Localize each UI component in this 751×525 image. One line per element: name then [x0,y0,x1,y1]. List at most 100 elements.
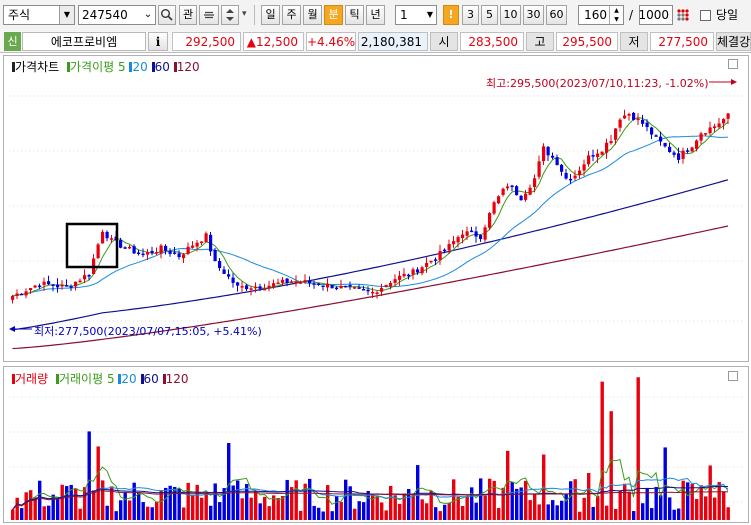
period-tab[interactable]: 년 [366,5,385,25]
volume-bar [42,506,46,520]
ma5-line [12,116,729,297]
candle [434,259,438,261]
volume-ma5-label: 5 [106,372,115,386]
candle [164,245,168,251]
volume-bar [128,500,132,520]
period-tab[interactable]: 분 [324,5,343,25]
volume-bar [348,486,352,520]
minute-button[interactable]: 30 [523,5,544,25]
candle [263,288,267,291]
volume-bar [654,486,658,520]
candle [582,164,586,171]
volume-bar [704,496,708,520]
period-tab[interactable]: 틱 [345,5,364,25]
panel-maximize-icon[interactable] [728,59,738,69]
minute-button[interactable]: 60 [546,5,567,25]
minute-button[interactable]: 3 [462,5,479,25]
candle [87,275,91,277]
gwan-label: 관 [182,8,194,21]
period-tab[interactable]: 월 [303,5,322,25]
more-icon[interactable]: ▾ [242,9,247,19]
info-button[interactable]: i [148,32,168,51]
volume-bar [195,484,199,520]
candle [663,142,667,147]
volume-bar [173,486,177,520]
volume-bar [672,509,676,520]
candle [317,283,321,285]
candle [708,127,712,134]
volume-bar [686,482,690,520]
candle [564,172,568,179]
period-tab[interactable]: 주 [282,5,301,25]
volume-chart[interactable] [4,367,748,522]
volume-bar [582,497,586,520]
volume-bar [537,504,541,520]
volume-bar [294,480,298,520]
volume-bar [326,485,330,520]
volume-bar [429,490,433,520]
code-dropdown-icon[interactable]: ⌄ [143,9,153,20]
candle [29,288,33,291]
period-tab[interactable]: 일 [261,5,280,25]
volume-bar [339,502,343,520]
volume-bar [573,479,577,520]
volume-bar [461,505,465,520]
volume-bar [236,480,240,520]
candle [168,250,172,254]
candle [623,115,627,119]
refresh-icon [204,11,214,19]
price-chart[interactable] [4,56,748,361]
minute-button[interactable]: 10 [500,5,521,25]
volume-bar [20,508,24,520]
candle [177,253,181,258]
legend-marker [55,374,59,384]
current-price: 292,500 [172,32,241,51]
volume-bar [668,497,672,520]
candle [456,237,460,243]
volume-bar [263,496,267,520]
candle [240,286,244,288]
volume-bar [389,485,393,520]
volume-bar [191,494,195,520]
grid-settings-icon[interactable] [675,7,691,23]
volume-bar [713,497,717,520]
minute-button[interactable]: 5 [481,5,498,25]
volume-bar [402,493,406,520]
candle [713,126,717,129]
chevron-down-icon[interactable]: ▼ [426,10,434,19]
volume-bar [605,505,609,520]
minute-marker-button[interactable]: ! [443,5,459,25]
volume-bar [690,484,694,520]
refresh-button[interactable] [199,5,219,25]
volume-bar [83,487,87,520]
market-select[interactable]: 주식 ▼ [3,5,75,25]
volume-ma120-label: 120 [165,372,189,386]
gwan-button[interactable]: 관 [179,5,197,25]
updown-button[interactable] [221,5,239,25]
candle [38,285,42,288]
high-label: 고 [526,32,554,51]
chevron-down-icon[interactable]: ▼ [59,6,74,24]
spinner-icon[interactable]: ▲ ▼ [609,6,623,24]
volume-bar [51,494,55,520]
candle [258,286,262,289]
panel-maximize-icon[interactable] [728,371,738,381]
volume-bar [74,488,78,520]
candle [726,113,730,119]
candle [182,254,186,259]
stock-name[interactable]: 에코프로비엠 [22,32,146,51]
code-field[interactable]: 247540 ⌄ [78,5,156,25]
interval-select[interactable]: 1 ▼ [395,5,437,25]
today-checkbox[interactable] [700,10,711,21]
volume-bar [330,511,334,520]
volume-bar [515,488,519,520]
volume-bar [375,495,379,520]
count-spinner[interactable]: 160 ▲ ▼ [578,5,624,25]
total-field[interactable]: 1000 [638,5,673,25]
volume-bar [717,482,721,520]
search-button[interactable] [158,5,176,25]
candle [492,202,496,214]
volume-bar [258,503,262,520]
candle [672,152,676,155]
low-label: 저 [620,32,648,51]
